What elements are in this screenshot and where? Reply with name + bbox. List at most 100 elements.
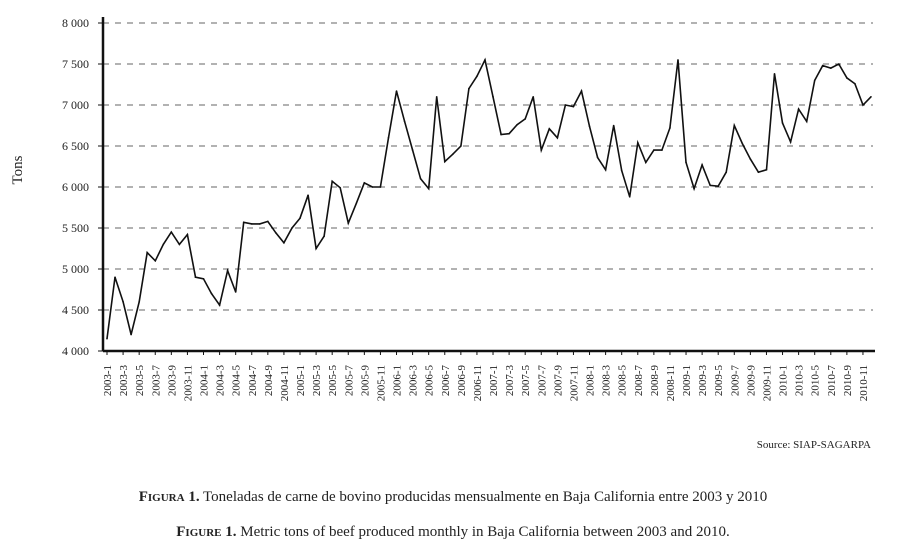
grid-lines [103,22,873,311]
data-point [307,194,309,196]
data-point [242,221,245,224]
data-point [556,137,559,139]
caption-spanish: Figura 1. Toneladas de carne de bovino p… [0,489,906,506]
data-point [516,123,518,126]
data-point [427,187,430,190]
y-tick-label: 7 000 [62,98,89,112]
data-point [226,269,229,272]
data-point [106,337,108,340]
x-tick-label: 2003-1 [102,365,114,396]
x-tick-label: 2003-9 [166,365,178,397]
data-point [854,82,856,85]
x-tick-label: 2009-7 [729,365,741,397]
data-point [620,169,623,172]
data-point [178,243,181,246]
caption-english: Figure 1. Metric tons of beef produced m… [0,524,906,541]
data-point [757,171,760,174]
x-tick-label: 2005-5 [327,365,339,397]
data-point [218,304,221,306]
series-layer [106,57,872,340]
data-point [805,120,808,123]
data-point [299,217,301,219]
x-tick-label: 2009-5 [713,365,725,397]
data-point [564,104,567,106]
data-point [821,64,824,67]
data-point [500,133,502,136]
x-tick-label: 2004-3 [215,365,227,397]
caption-spanish-label: Figura 1. [138,489,200,505]
data-point [114,276,116,279]
data-point [355,202,358,205]
data-point [653,149,655,151]
y-tick-label: 5 000 [62,262,89,276]
x-tick-label: 2008-9 [649,365,661,397]
data-point [194,276,197,279]
x-tick-label: 2010-1 [778,365,790,396]
data-point [403,120,406,123]
data-point [765,168,768,171]
data-point [387,137,390,139]
x-tick-label: 2005-7 [343,365,355,397]
data-point [130,333,132,336]
data-point [701,164,703,166]
data-point [733,124,736,127]
data-point [685,161,687,164]
data-point [661,149,663,151]
data-point [210,292,213,295]
data-point [291,227,293,229]
y-tick-label: 7 500 [62,57,89,71]
data-point [709,184,711,187]
data-point [275,232,277,234]
data-point [572,105,575,108]
data-point [492,96,494,98]
x-tick-labels: 2003-1 2003-3 2003-5 2003-7 2003-9 2003-11 200… [102,351,870,401]
caption-spanish-text: Toneladas de carne de bovino producidas … [199,489,768,505]
y-tick-label: 6 000 [62,180,89,194]
data-point [612,124,615,127]
data-point [580,90,583,92]
data-point [862,104,864,106]
data-point [395,90,398,92]
data-point [677,59,679,61]
data-point [435,96,438,98]
data-point [628,196,631,198]
data-point [540,149,543,151]
y-tick-label: 4 500 [62,303,89,317]
data-point [154,260,157,262]
data-point [789,141,792,143]
x-tick-label: 2004-5 [231,365,243,397]
x-tick-label: 2007-3 [504,365,516,397]
data-point [371,186,374,188]
data-point [138,301,140,303]
data-point [797,108,800,110]
x-tick-label: 2006-9 [456,365,468,397]
source-note: Source: SIAP-SAGARPA [756,439,871,451]
x-tick-label: 2003-11 [182,365,194,401]
x-tick-label: 2008-11 [665,365,677,401]
data-point [259,223,261,225]
data-point [596,156,599,159]
x-tick-label: 2004-1 [199,365,211,396]
series-line [106,57,872,339]
data-point [604,168,607,171]
data-point [838,63,840,65]
x-tick-label: 2005-3 [311,365,323,397]
caption-english-label: Figure 1. [176,524,237,540]
caption-english-text: Metric tons of beef produced monthly in … [236,524,730,540]
x-tick-label: 2008-5 [617,365,629,397]
data-point [419,178,422,180]
data-point [476,75,478,78]
data-point [484,59,486,61]
x-tick-label: 2010-3 [794,365,806,397]
data-point [588,125,591,128]
data-point [773,73,776,75]
data-point [749,158,752,160]
data-point [122,301,124,303]
x-tick-label: 2006-1 [392,365,404,396]
data-point [146,251,149,254]
x-tick-label: 2009-9 [745,365,757,397]
data-point [813,79,816,82]
x-tick-label: 2007-1 [488,365,500,396]
data-point [741,142,744,145]
data-point [186,233,189,236]
